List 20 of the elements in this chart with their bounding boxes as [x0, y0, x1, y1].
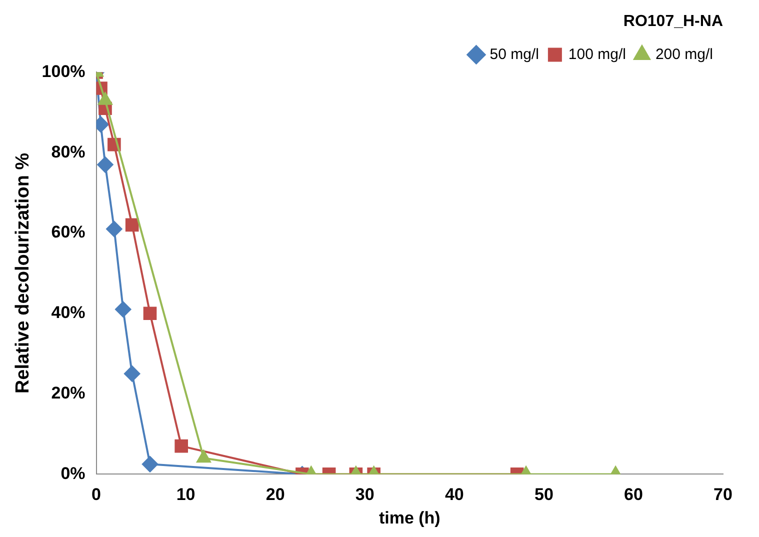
y-axis-title: Relative decolourization %	[12, 152, 34, 394]
legend-label: 200 mg/l	[655, 46, 714, 63]
x-tick-label: 70	[714, 485, 732, 504]
y-tick-label: 40%	[51, 303, 86, 322]
x-tick-label: 50	[534, 485, 554, 504]
legend-label: 50 mg/l	[490, 46, 539, 63]
x-tick-label: 10	[176, 485, 196, 504]
x-tick-label: 60	[624, 485, 643, 504]
x-tick-label: 30	[355, 485, 374, 504]
y-tick-label: 80%	[51, 142, 86, 162]
x-tick-label: 40	[444, 485, 464, 504]
chart-title: RO107_H-NA	[623, 13, 724, 30]
x-axis-title: time (h)	[378, 508, 440, 528]
y-tick-label: 60%	[51, 222, 86, 242]
y-tick-label: 20%	[51, 383, 86, 402]
x-tick-label: 20	[266, 485, 285, 504]
y-tick-label: 0%	[60, 464, 86, 483]
y-tick-label: 100%	[42, 62, 86, 81]
legend-label: 100 mg/l	[568, 46, 626, 63]
x-tick-label: 0	[92, 485, 102, 504]
